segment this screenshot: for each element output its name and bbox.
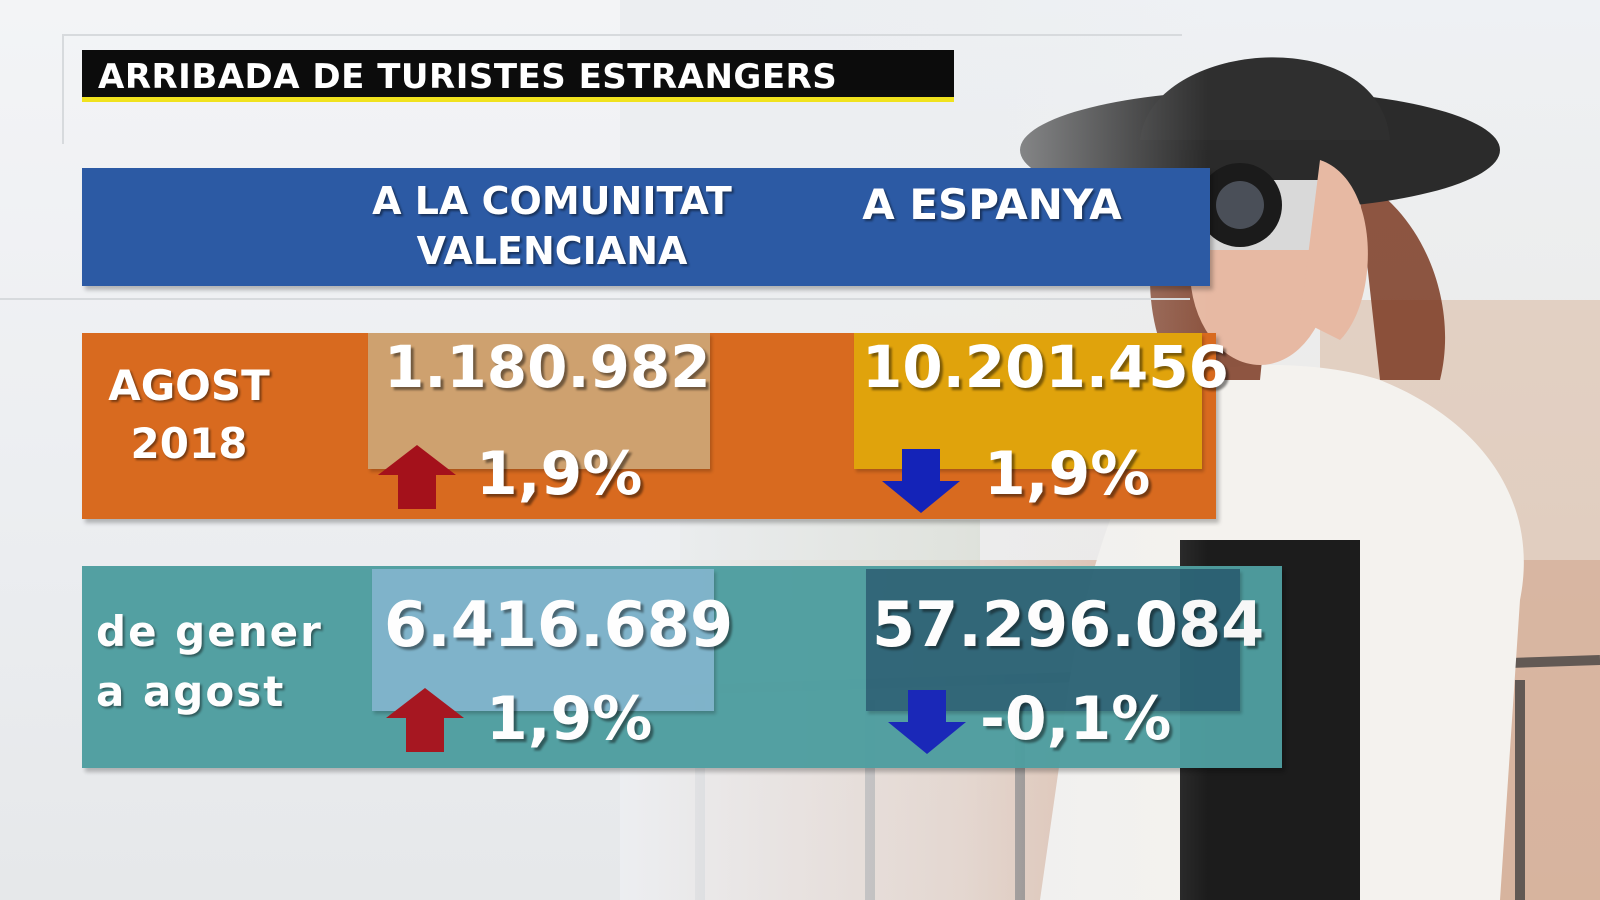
arrow-up-icon <box>378 445 456 509</box>
decorative-line <box>62 34 64 144</box>
row-label-line1: AGOST <box>108 361 270 410</box>
arrow-up-icon <box>386 688 464 752</box>
change-espanya: -0,1% <box>980 684 1172 754</box>
row-agost-2018: AGOST 2018 1.180.982 10.201.456 1,9% 1,9… <box>82 333 1229 519</box>
row-label-gener: de gener a agost <box>96 602 356 722</box>
value-espanya: 10.201.456 <box>862 333 1229 401</box>
column-header-band: A LA COMUNITAT VALENCIANA A ESPANYA <box>82 168 1210 286</box>
decorative-line <box>62 34 1182 36</box>
value-box-espanya <box>866 569 1240 711</box>
change-comunitat: 1,9% <box>476 439 643 509</box>
row-label-line1: de gener <box>96 607 323 656</box>
column-header-comunitat-line2: VALENCIANA <box>416 229 688 273</box>
row-gener-agost: de gener a agost 6.416.689 57.296.084 1,… <box>82 566 1282 768</box>
value-box-espanya <box>854 333 1202 469</box>
arrow-down-icon <box>882 449 960 513</box>
value-espanya: 57.296.084 <box>872 588 1265 661</box>
value-comunitat: 1.180.982 <box>384 333 711 401</box>
column-header-comunitat-line1: A LA COMUNITAT <box>372 179 732 223</box>
value-box-comunitat <box>372 569 714 711</box>
change-comunitat: 1,9% <box>486 684 653 754</box>
page-title: ARRIBADA DE TURISTES ESTRANGERS <box>98 57 838 97</box>
value-comunitat: 6.416.689 <box>384 588 734 661</box>
row-label-line2: a agost <box>96 667 286 716</box>
column-header-comunitat: A LA COMUNITAT VALENCIANA <box>342 176 762 276</box>
column-header-espanya: A ESPANYA <box>862 180 1122 229</box>
row-label-line2: 2018 <box>130 419 248 468</box>
title-bar: ARRIBADA DE TURISTES ESTRANGERS <box>82 50 954 102</box>
decorative-line <box>0 298 1190 300</box>
row-label-agost: AGOST 2018 <box>94 357 284 473</box>
value-box-comunitat <box>368 333 710 469</box>
arrow-down-icon <box>888 690 966 754</box>
change-espanya: 1,9% <box>984 439 1151 509</box>
